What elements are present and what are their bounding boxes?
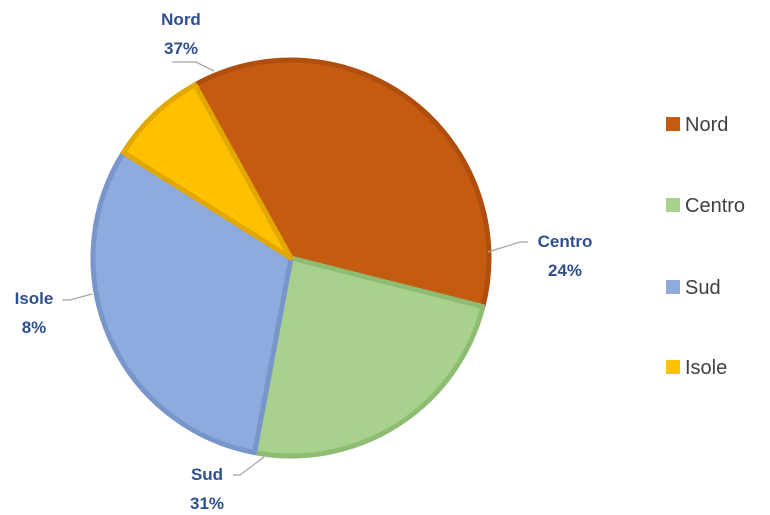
pie-slice-centro: [252, 255, 486, 459]
pie-slice-nord: [192, 57, 492, 310]
legend-label-centro: Centro: [685, 195, 745, 217]
pie-slice-isole: [120, 82, 294, 261]
data-label-percent-isole: 8%: [22, 318, 47, 337]
data-label-name-centro: Centro: [538, 232, 593, 251]
data-label-name-nord: Nord: [161, 10, 201, 29]
legend-label-nord: Nord: [685, 114, 728, 136]
data-label-percent-nord: 37%: [164, 39, 198, 58]
legend-label-isole: Isole: [685, 357, 727, 379]
data-label-name-isole: Isole: [15, 289, 54, 308]
legend: Nord Centro Sud Isole: [666, 114, 745, 379]
data-labels: Nord 37% Centro 24% Sud 31% Isole 8%: [15, 10, 593, 513]
leader-line-isole: [62, 293, 93, 301]
data-label-percent-centro: 24%: [548, 261, 582, 280]
leader-line-nord: [172, 61, 215, 72]
leader-lines: [62, 61, 528, 476]
data-label-percent-sud: 31%: [190, 494, 224, 513]
data-label-name-sud: Sud: [191, 465, 223, 484]
leader-line-sud: [233, 456, 265, 476]
legend-swatch-nord: [666, 117, 680, 131]
pie-slices: [90, 57, 492, 459]
legend-label-sud: Sud: [685, 277, 721, 299]
leader-line-centro: [487, 241, 528, 253]
legend-swatch-sud: [666, 280, 680, 294]
legend-swatch-centro: [666, 198, 680, 212]
legend-swatch-isole: [666, 360, 680, 374]
